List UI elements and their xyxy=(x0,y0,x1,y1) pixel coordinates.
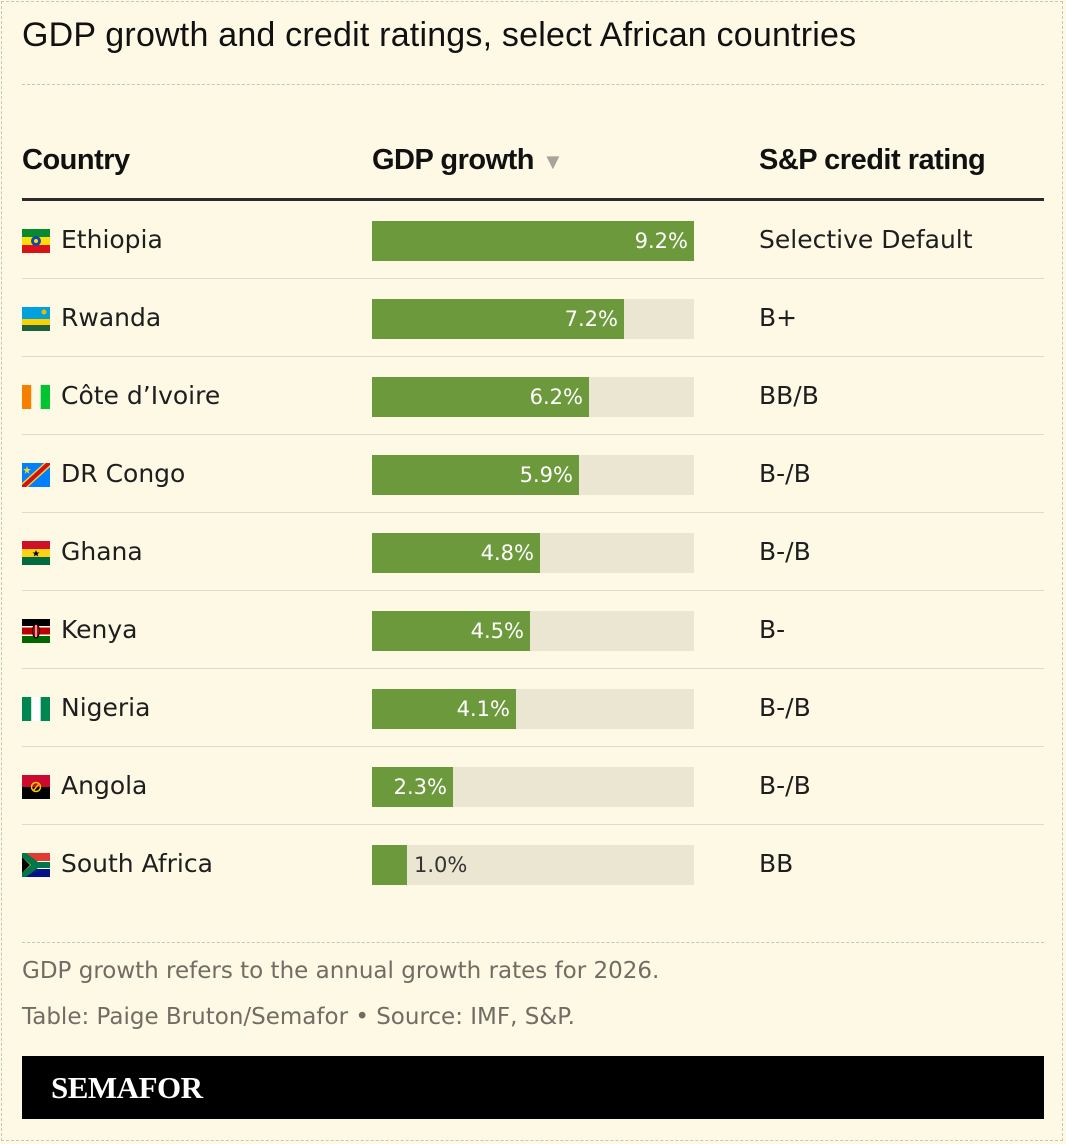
table-row: Angola 2.3% B-/B xyxy=(22,747,1044,825)
title-divider xyxy=(22,84,1044,85)
footnote: GDP growth refers to the annual growth r… xyxy=(22,958,660,984)
credit-rating: B-/B xyxy=(759,693,811,722)
column-header-country[interactable]: Country xyxy=(22,144,130,176)
chart-title: GDP growth and credit ratings, select Af… xyxy=(22,16,857,54)
credit-rating: B-/B xyxy=(759,771,811,800)
ghana-flag-icon xyxy=(22,541,50,565)
table-row: Rwanda 7.2% B+ xyxy=(22,279,1044,357)
row-divider xyxy=(22,512,1044,513)
header-divider xyxy=(22,198,1044,201)
gdp-bar-track: 1.0% xyxy=(372,845,694,885)
credit-rating: BB xyxy=(759,849,794,878)
gdp-value-label: 6.2% xyxy=(529,385,583,409)
country-name: Nigeria xyxy=(61,693,151,722)
angola-flag-icon xyxy=(22,775,50,799)
table-row: Ethiopia 9.2% Selective Default xyxy=(22,201,1044,279)
credit-rating: B- xyxy=(759,615,786,644)
column-header-gdp-label: GDP growth xyxy=(372,144,535,176)
rwanda-flag-icon xyxy=(22,307,50,331)
gdp-bar xyxy=(372,767,453,807)
nigeria-flag-icon xyxy=(22,697,50,721)
gdp-bar-track: 9.2% xyxy=(372,221,694,261)
gdp-bar xyxy=(372,689,516,729)
semafor-logo: SEMAFOR xyxy=(51,1070,203,1105)
country-name: Ethiopia xyxy=(61,225,163,254)
country-name: DR Congo xyxy=(61,459,186,488)
credit-rating: Selective Default xyxy=(759,225,973,254)
gdp-bar xyxy=(372,611,530,651)
gdp-value-label: 4.5% xyxy=(470,619,524,643)
country-name: Ghana xyxy=(61,537,143,566)
row-divider xyxy=(22,278,1044,279)
brand-bar: SEMAFOR xyxy=(22,1056,1044,1119)
row-divider xyxy=(22,668,1044,669)
table-row: Nigeria 4.1% B-/B xyxy=(22,669,1044,747)
gdp-bar-track: 6.2% xyxy=(372,377,694,417)
credit-rating: B-/B xyxy=(759,537,811,566)
gdp-value-label: 4.8% xyxy=(480,541,534,565)
gdp-bar xyxy=(372,299,624,339)
country-name: Kenya xyxy=(61,615,138,644)
gdp-value-label: 7.2% xyxy=(564,307,618,331)
row-divider xyxy=(22,434,1044,435)
credit-rating: BB/B xyxy=(759,381,819,410)
table-row: Kenya 4.5% B- xyxy=(22,591,1044,669)
source-note: Table: Paige Bruton/Semafor • Source: IM… xyxy=(22,1004,575,1030)
gdp-bar-track: 4.1% xyxy=(372,689,694,729)
gdp-value-label: 9.2% xyxy=(634,229,688,253)
table-row: Ghana 4.8% B-/B xyxy=(22,513,1044,591)
sort-descending-icon[interactable]: ▼ xyxy=(542,149,564,174)
ethiopia-flag-icon xyxy=(22,229,50,253)
gdp-bar xyxy=(372,377,589,417)
credit-rating: B+ xyxy=(759,303,798,332)
gdp-bar-track: 7.2% xyxy=(372,299,694,339)
row-divider xyxy=(22,356,1044,357)
gdp-bar-track: 4.8% xyxy=(372,533,694,573)
gdp-bar xyxy=(372,533,540,573)
dr-congo-flag-icon xyxy=(22,463,50,487)
gdp-bar-track: 5.9% xyxy=(372,455,694,495)
credit-rating: B-/B xyxy=(759,459,811,488)
row-divider xyxy=(22,824,1044,825)
gdp-value-label: 1.0% xyxy=(414,853,468,877)
country-name: Angola xyxy=(61,771,148,800)
gdp-bar xyxy=(372,845,407,885)
gdp-bar-track: 4.5% xyxy=(372,611,694,651)
gdp-bar xyxy=(372,455,579,495)
gdp-value-label: 4.1% xyxy=(456,697,510,721)
table-row: DR Congo 5.9% B-/B xyxy=(22,435,1044,513)
kenya-flag-icon xyxy=(22,619,50,643)
cote-divoire-flag-icon xyxy=(22,385,50,409)
country-name: Rwanda xyxy=(61,303,162,332)
table-row: Côte d’Ivoire 6.2% BB/B xyxy=(22,357,1044,435)
south-africa-flag-icon xyxy=(22,853,50,877)
row-divider xyxy=(22,590,1044,591)
footer-divider xyxy=(22,942,1044,943)
column-header-gdp-growth[interactable]: GDP growth ▼ xyxy=(372,144,564,177)
gdp-bar xyxy=(372,221,694,261)
table-row: South Africa 1.0% BB xyxy=(22,825,1044,903)
country-name: South Africa xyxy=(61,849,213,878)
gdp-value-label: 5.9% xyxy=(519,463,573,487)
row-divider xyxy=(22,746,1044,747)
gdp-bar-track: 2.3% xyxy=(372,767,694,807)
gdp-value-label: 2.3% xyxy=(393,775,447,799)
country-name: Côte d’Ivoire xyxy=(61,381,221,410)
column-header-credit-rating[interactable]: S&P credit rating xyxy=(759,144,986,176)
